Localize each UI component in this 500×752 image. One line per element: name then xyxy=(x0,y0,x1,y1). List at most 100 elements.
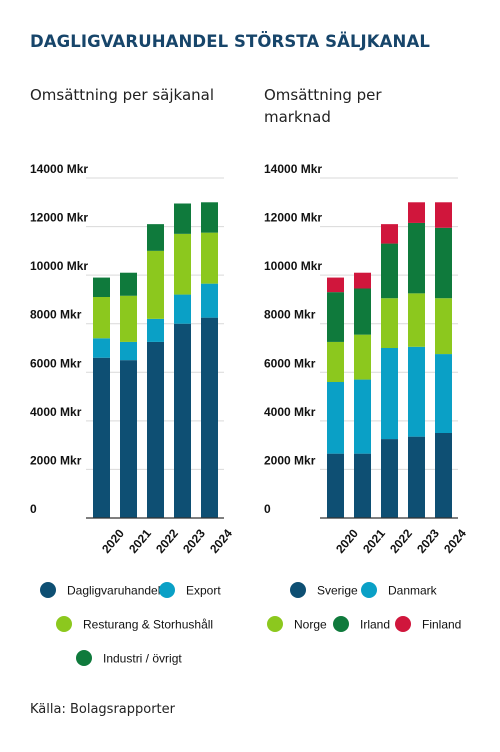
bar-segment-2024 xyxy=(435,202,452,228)
bar-segment-2020 xyxy=(93,277,110,297)
bar-segment-2021 xyxy=(120,295,137,342)
bar-segment-2020 xyxy=(327,341,344,382)
y-tick-label: 14000 Mkr xyxy=(30,162,88,176)
bar-segment-2021 xyxy=(120,341,137,361)
right-chart-subtitle: Omsättning per marknad xyxy=(264,86,382,126)
legend-label: Irland xyxy=(360,618,390,632)
legend-swatch xyxy=(290,582,306,598)
legend-item: Danmark xyxy=(361,582,438,598)
legend-swatch xyxy=(333,616,349,632)
bar-segment-2024 xyxy=(201,283,218,318)
bar-segment-2022 xyxy=(147,318,164,342)
legend-item: Industri / övrigt xyxy=(76,650,182,666)
y-tick-label: 0 xyxy=(264,502,271,516)
bar-segment-2024 xyxy=(435,227,452,299)
bar-segment-2023 xyxy=(174,233,191,295)
y-tick-label: 0 xyxy=(30,502,37,516)
legend-label: Dagligvaruhandel xyxy=(67,584,160,598)
legend-item: Resturang & Storhushåll xyxy=(56,616,213,632)
y-tick-label: 2000 Mkr xyxy=(264,453,316,467)
bar-segment-2020 xyxy=(327,382,344,454)
x-tick-label: 2020 xyxy=(333,526,361,556)
y-tick-label: 6000 Mkr xyxy=(264,356,316,370)
legend-label: Resturang & Storhushåll xyxy=(83,618,213,632)
bar-segment-2024 xyxy=(435,433,452,518)
y-tick-label: 8000 Mkr xyxy=(264,308,316,322)
x-tick-label: 2024 xyxy=(441,526,469,556)
legend-label: Danmark xyxy=(388,584,438,598)
x-tick-label: 2022 xyxy=(153,526,181,556)
bar-segment-2021 xyxy=(354,334,371,380)
legend-label: Sverige xyxy=(317,584,358,598)
legend-item: Sverige xyxy=(290,582,358,598)
y-tick-label: 2000 Mkr xyxy=(30,453,82,467)
bar-segment-2020 xyxy=(93,297,110,339)
bar-segment-2024 xyxy=(201,202,218,233)
legend-item: Finland xyxy=(395,616,461,632)
bar-segment-2022 xyxy=(381,298,398,348)
y-tick-label: 12000 Mkr xyxy=(264,211,322,225)
bar-segment-2022 xyxy=(147,250,164,319)
bar-segment-2020 xyxy=(327,292,344,342)
legend-item: Dagligvaruhandel xyxy=(40,582,160,598)
bar-segment-2021 xyxy=(354,288,371,335)
chart-1: 0 2000 Mkr 4000 Mkr 6000 Mkr 8000 Mkr 10000 M… xyxy=(30,162,235,556)
bar-segment-2021 xyxy=(120,360,137,518)
bar-segment-2020 xyxy=(327,453,344,518)
legend-swatch xyxy=(361,582,377,598)
y-tick-label: 10000 Mkr xyxy=(30,259,88,273)
source-note: Källa: Bolagsrapporter xyxy=(30,702,175,717)
bar-segment-2024 xyxy=(201,317,218,518)
x-tick-label: 2021 xyxy=(360,526,388,556)
legend-label: Finland xyxy=(422,618,461,632)
bar-segment-2020 xyxy=(93,357,110,518)
bar-segment-2023 xyxy=(174,323,191,518)
y-tick-label: 12000 Mkr xyxy=(30,211,88,225)
x-tick-label: 2023 xyxy=(414,526,442,556)
bar-segment-2023 xyxy=(408,346,425,437)
legend-item: Irland xyxy=(333,616,390,632)
left-chart-subtitle: Omsättning per säjkanal xyxy=(30,86,214,104)
legend-swatch xyxy=(395,616,411,632)
y-tick-label: 8000 Mkr xyxy=(30,308,82,322)
bar-segment-2024 xyxy=(435,298,452,355)
bar-segment-2021 xyxy=(354,453,371,518)
legend-swatch xyxy=(76,650,92,666)
x-tick-label: 2024 xyxy=(207,526,235,556)
bar-segment-2021 xyxy=(354,272,371,289)
legend-item: Norge xyxy=(267,616,327,632)
legend-swatch xyxy=(267,616,283,632)
bar-segment-2021 xyxy=(354,379,371,454)
bar-segment-2022 xyxy=(381,439,398,518)
y-tick-label: 4000 Mkr xyxy=(264,405,316,419)
bar-segment-2020 xyxy=(93,338,110,358)
legend-swatch xyxy=(40,582,56,598)
bar-segment-2022 xyxy=(381,348,398,440)
bar-segment-2023 xyxy=(408,436,425,518)
legend-item: Export xyxy=(159,582,221,598)
legend-swatch xyxy=(159,582,175,598)
chart-2: 0 2000 Mkr 4000 Mkr 6000 Mkr 8000 Mkr 10000 M… xyxy=(264,162,469,556)
x-tick-label: 2020 xyxy=(99,526,127,556)
bar-segment-2023 xyxy=(408,293,425,347)
y-tick-label: 6000 Mkr xyxy=(30,356,82,370)
y-tick-label: 10000 Mkr xyxy=(264,259,322,273)
x-tick-label: 2022 xyxy=(387,526,415,556)
bar-segment-2021 xyxy=(120,272,137,296)
bar-segment-2023 xyxy=(408,222,425,294)
y-tick-label: 14000 Mkr xyxy=(264,162,322,176)
x-tick-label: 2021 xyxy=(126,526,154,556)
bar-segment-2023 xyxy=(408,202,425,223)
x-tick-label: 2023 xyxy=(180,526,208,556)
legend-label: Export xyxy=(186,584,221,598)
legend-label: Norge xyxy=(294,618,327,632)
chart-title: DAGLIGVARUHANDEL STÖRSTA SÄLJKANAL xyxy=(30,32,430,51)
legend-swatch xyxy=(56,616,72,632)
bar-segment-2022 xyxy=(147,224,164,251)
bar-segment-2020 xyxy=(327,277,344,293)
bar-segment-2022 xyxy=(381,243,398,299)
y-tick-label: 4000 Mkr xyxy=(30,405,82,419)
bar-segment-2023 xyxy=(174,203,191,234)
bar-segment-2022 xyxy=(147,341,164,518)
